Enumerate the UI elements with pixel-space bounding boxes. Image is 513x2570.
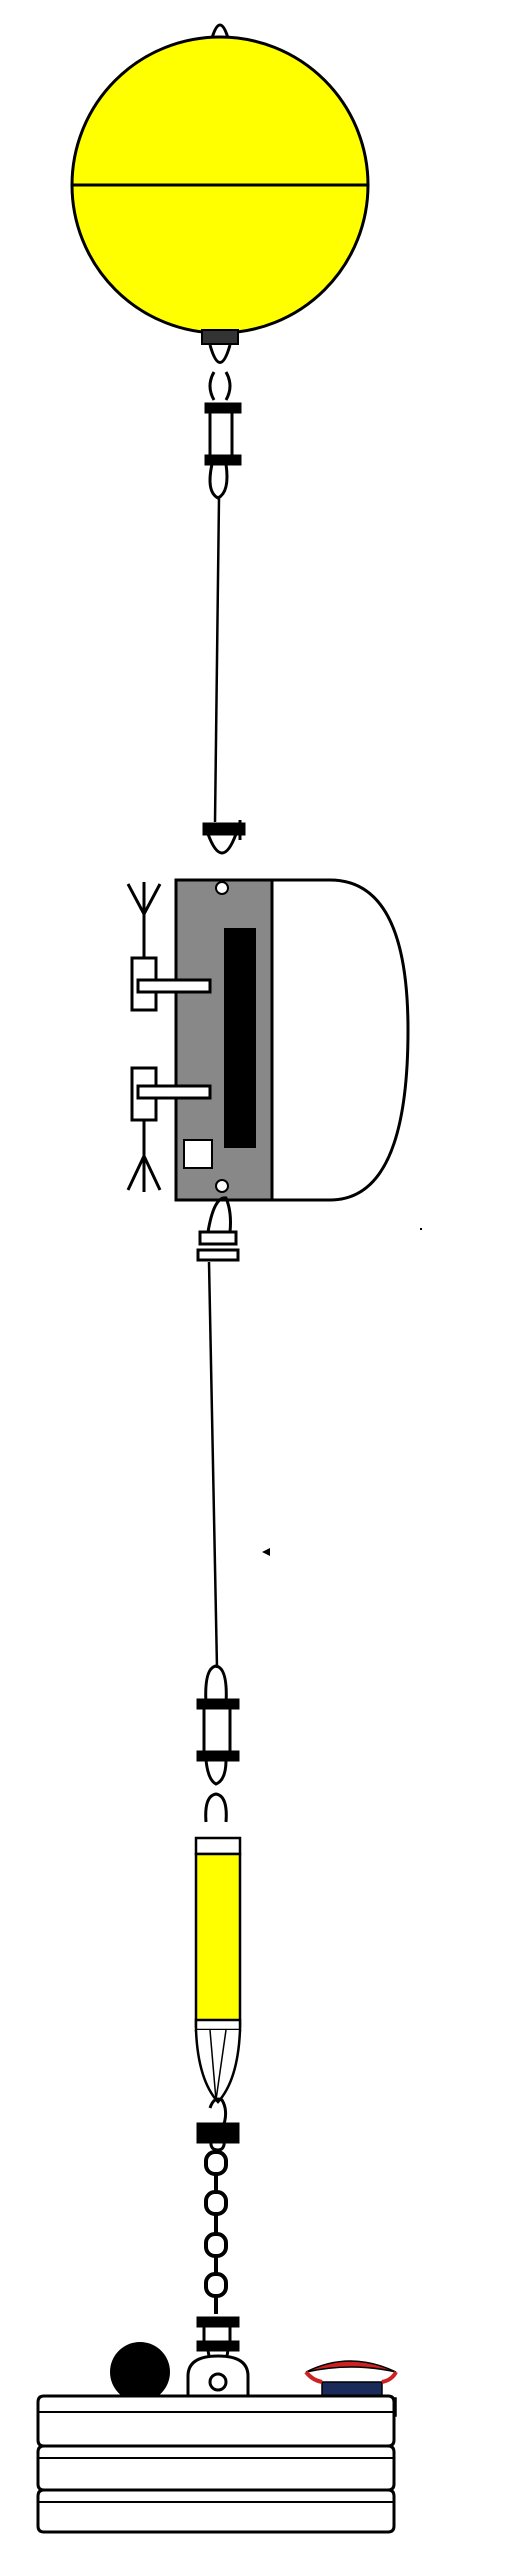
anchor-ball-icon bbox=[110, 2342, 170, 2402]
stray-mark bbox=[262, 1548, 270, 1556]
chain-link-icon bbox=[204, 2150, 228, 2314]
instrument-window bbox=[224, 928, 256, 1148]
anchor-padeye-icon bbox=[186, 2354, 250, 2402]
lower-vane-icon bbox=[126, 1066, 212, 1192]
cylindrical-float-icon bbox=[194, 1836, 242, 2104]
instrument-dome bbox=[268, 878, 410, 1202]
swivel-shackle-icon bbox=[204, 344, 242, 500]
instrument-bottom-shackle-icon bbox=[196, 1196, 240, 1262]
lower-swivel-icon bbox=[196, 1664, 240, 1823]
mooring-line-lower bbox=[207, 1261, 219, 1669]
bottom-swivel-icon bbox=[196, 2316, 240, 2370]
upper-vane-icon bbox=[126, 882, 212, 1012]
spherical-float-icon bbox=[70, 23, 370, 345]
cylinder-body bbox=[194, 1852, 242, 2028]
release-shackle-icon bbox=[196, 2097, 240, 2152]
current-meter-icon bbox=[174, 878, 410, 1202]
mooring-line-upper bbox=[213, 497, 221, 823]
anchor-weight-icon bbox=[36, 2394, 396, 2534]
